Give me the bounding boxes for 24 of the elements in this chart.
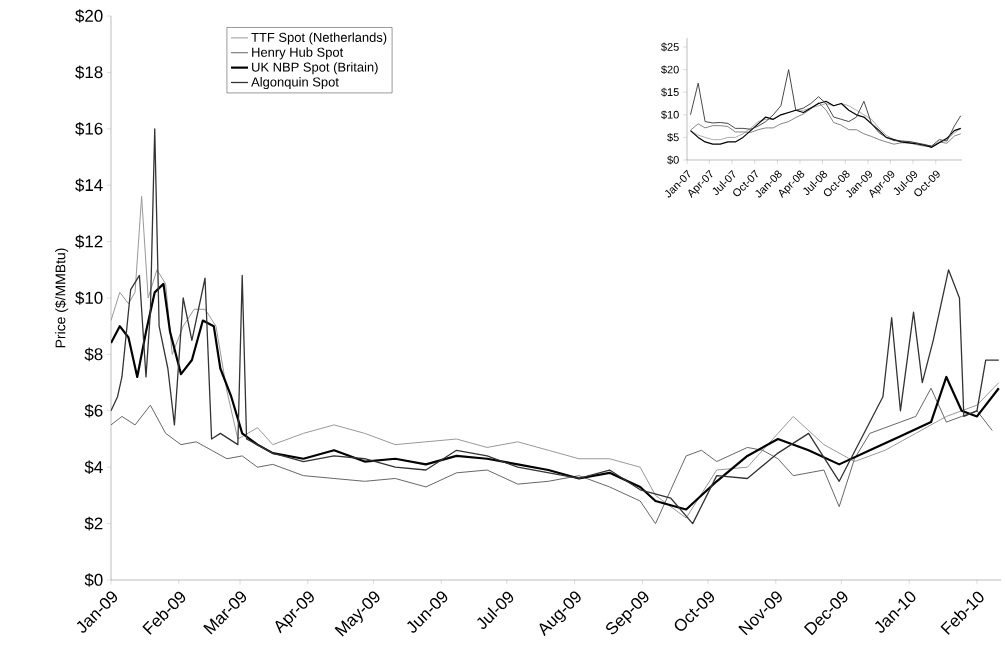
y-tick-label: $0 bbox=[667, 155, 679, 165]
legend-label: TTF Spot (Netherlands) bbox=[251, 32, 387, 45]
y-tick-label: $15 bbox=[661, 87, 679, 97]
y-tick-label: $20 bbox=[661, 65, 679, 75]
line-series bbox=[111, 282, 1000, 511]
y-axis-title: Price ($/MMBtu) bbox=[54, 248, 69, 348]
legend-label: Algonquin Spot bbox=[251, 77, 339, 90]
y-tick-label: $2 bbox=[84, 516, 103, 531]
y-tick-label: $6 bbox=[84, 403, 103, 418]
y-tick-label: $25 bbox=[661, 42, 679, 52]
y-tick-label: $14 bbox=[75, 178, 103, 193]
y-tick-label: $5 bbox=[667, 132, 679, 142]
y-tick-label: $18 bbox=[75, 65, 103, 80]
y-tick-label: $16 bbox=[75, 121, 103, 136]
y-tick-label: $8 bbox=[84, 347, 103, 362]
y-tick-label: $20 bbox=[75, 9, 103, 23]
y-tick-label: $12 bbox=[75, 234, 103, 249]
line-series bbox=[690, 69, 962, 147]
y-tick-label: $0 bbox=[84, 573, 103, 587]
legend-label: Henry Hub Spot bbox=[252, 47, 344, 60]
legend-label: UK NBP Spot (Britain) bbox=[252, 62, 378, 75]
y-tick-label: $4 bbox=[84, 460, 103, 475]
y-tick-label: $10 bbox=[661, 110, 679, 120]
y-tick-label: $10 bbox=[75, 291, 103, 305]
